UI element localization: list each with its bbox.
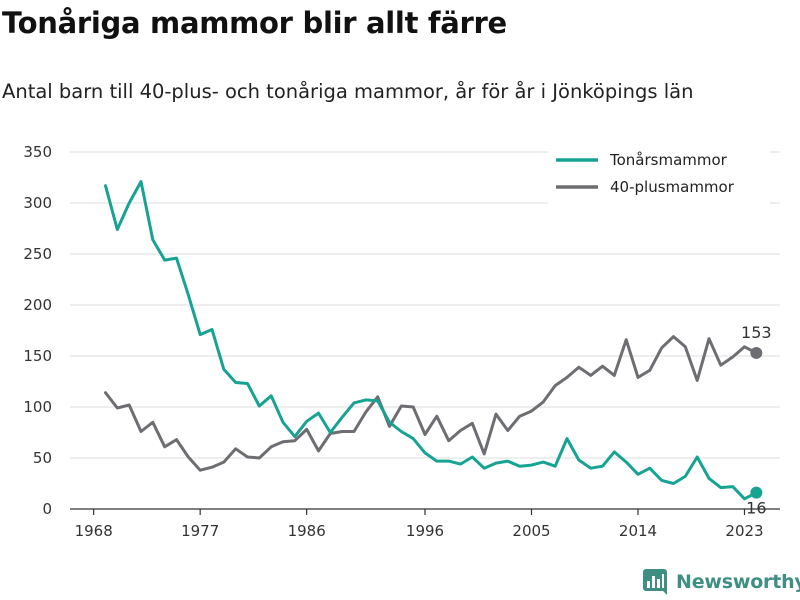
y-tick-label: 350 bbox=[23, 143, 52, 161]
bar-chart-icon bbox=[643, 569, 667, 595]
gridlines bbox=[70, 151, 780, 459]
legend-label-teen: Tonårsmammor bbox=[609, 151, 728, 169]
y-tick-label: 150 bbox=[23, 347, 52, 365]
x-tick-label: 2023 bbox=[725, 522, 763, 540]
x-tick-label: 2005 bbox=[512, 522, 550, 540]
x-tick-label: 1996 bbox=[406, 522, 444, 540]
y-tick-label: 50 bbox=[33, 449, 52, 467]
x-tick-label: 2014 bbox=[619, 522, 657, 540]
y-tick-label: 100 bbox=[23, 398, 52, 416]
brand-name: Newsworthy bbox=[676, 571, 800, 593]
y-tick-label: 200 bbox=[23, 296, 52, 314]
newsworthy-logo: Newsworthy bbox=[643, 569, 800, 595]
series-line-plus40 bbox=[104, 335, 758, 472]
x-tick-label: 1977 bbox=[181, 522, 219, 540]
chart-title: Tonåriga mammor blir allt färre bbox=[2, 6, 507, 40]
x-tick-label: 1986 bbox=[288, 522, 326, 540]
end-point-teen bbox=[750, 486, 763, 499]
series-line-teen bbox=[104, 180, 758, 501]
end-markers: 16 153 bbox=[741, 323, 772, 518]
y-tick-label: 300 bbox=[23, 194, 52, 212]
end-point-plus40 bbox=[750, 346, 763, 359]
y-tick-label: 250 bbox=[23, 245, 52, 263]
end-value-label-plus40: 153 bbox=[741, 323, 772, 342]
y-tick-label: 0 bbox=[42, 500, 52, 518]
legend-label-plus40: 40-plusmammor bbox=[610, 178, 735, 196]
end-value-label-teen: 16 bbox=[746, 499, 766, 518]
x-axis: 1968 1977 1986 1996 2005 2014 2023 bbox=[70, 508, 780, 540]
chart-subtitle: Antal barn till 40-plus- och tonåriga ma… bbox=[2, 80, 694, 103]
legend: Tonårsmammor 40-plusmammor bbox=[548, 140, 770, 204]
series-lines bbox=[104, 180, 758, 501]
y-axis-tick-labels: 0 50 100 150 200 250 300 350 bbox=[23, 143, 52, 518]
x-tick-label: 1968 bbox=[75, 522, 113, 540]
legend-background bbox=[548, 140, 770, 204]
